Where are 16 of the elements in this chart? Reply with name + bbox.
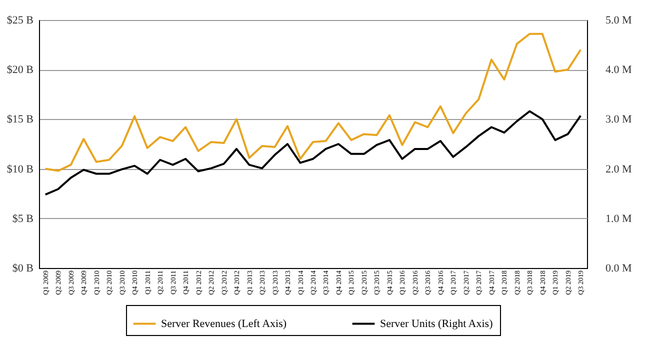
y-tick-label: $10 B <box>6 163 34 176</box>
line-series <box>44 32 582 172</box>
y2-tick-label: 1.0 M <box>606 212 632 225</box>
y2-tick-label: 2.0 M <box>606 163 632 176</box>
y-tick-label: $15 B <box>6 114 34 126</box>
y-tick-label: $25 B <box>6 14 34 26</box>
y-tick-label: $20 B <box>6 64 34 76</box>
legend-label: Server Revenues (Left Axis) <box>161 318 287 330</box>
y-tick-label: $5 B <box>12 212 34 225</box>
legend-label: Server Units (Right Axis) <box>380 318 494 330</box>
line-series <box>44 110 582 196</box>
y-tick-label: $0 B <box>12 262 34 274</box>
y2-tick-label: 3.0 M <box>606 114 632 126</box>
y2-tick-label: 5.0 M <box>606 14 632 26</box>
y2-tick-label: 4.0 M <box>606 64 632 76</box>
y2-tick-label: 0.0 M <box>606 262 632 274</box>
